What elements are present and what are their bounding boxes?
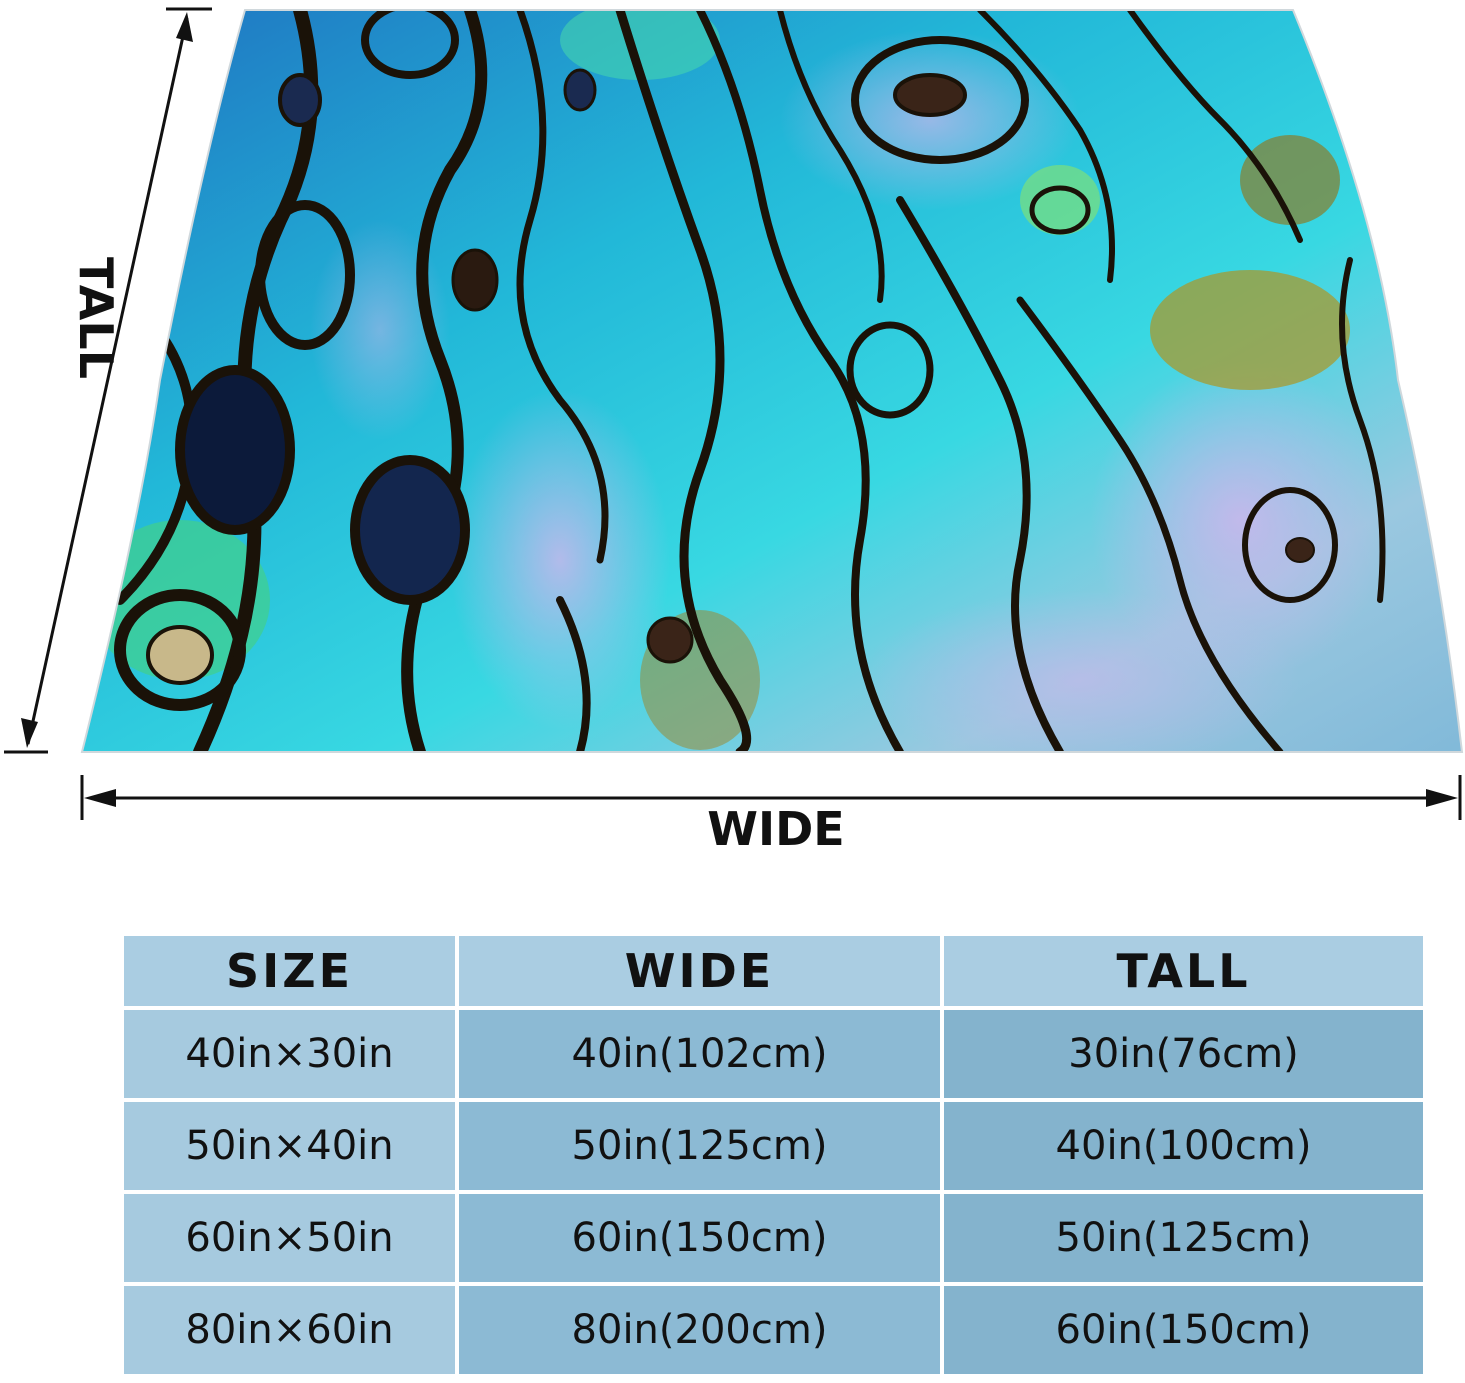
- header-tall: TALL: [940, 932, 1427, 1010]
- cell-wide: 40in(102cm): [455, 1006, 944, 1102]
- size-chart-table: SIZE WIDE TALL 40in×30in 40in(102cm) 30i…: [120, 932, 1427, 1378]
- cell-size: 80in×60in: [120, 1282, 459, 1378]
- header-size: SIZE: [120, 932, 459, 1010]
- cell-tall: 30in(76cm): [940, 1006, 1427, 1102]
- wide-label: WIDE: [707, 802, 844, 856]
- cell-tall: 40in(100cm): [940, 1098, 1427, 1194]
- cell-wide: 60in(150cm): [455, 1190, 944, 1286]
- wide-dimension-arrow: [80, 775, 1462, 820]
- blanket-image: [82, 10, 1462, 752]
- table-row: 60in×50in 60in(150cm) 50in(125cm): [120, 1190, 1427, 1286]
- table-row: 80in×60in 80in(200cm) 60in(150cm): [120, 1282, 1427, 1378]
- blanket-dimension-diagram: TALL WIDE: [4, 7, 1464, 856]
- cell-size: 50in×40in: [120, 1098, 459, 1194]
- blanket-outline: [80, 9, 1464, 753]
- cell-size: 40in×30in: [120, 1006, 459, 1102]
- cell-tall: 60in(150cm): [940, 1282, 1427, 1378]
- cell-wide: 80in(200cm): [455, 1282, 944, 1378]
- header-wide: WIDE: [455, 932, 944, 1010]
- cell-tall: 50in(125cm): [940, 1190, 1427, 1286]
- table-row: 40in×30in 40in(102cm) 30in(76cm): [120, 1006, 1427, 1102]
- tall-label: TALL: [69, 257, 123, 379]
- table-row: 50in×40in 50in(125cm) 40in(100cm): [120, 1098, 1427, 1194]
- tall-dimension-arrow: [4, 7, 212, 754]
- cell-size: 60in×50in: [120, 1190, 459, 1286]
- table-header-row: SIZE WIDE TALL: [120, 932, 1427, 1010]
- cell-wide: 50in(125cm): [455, 1098, 944, 1194]
